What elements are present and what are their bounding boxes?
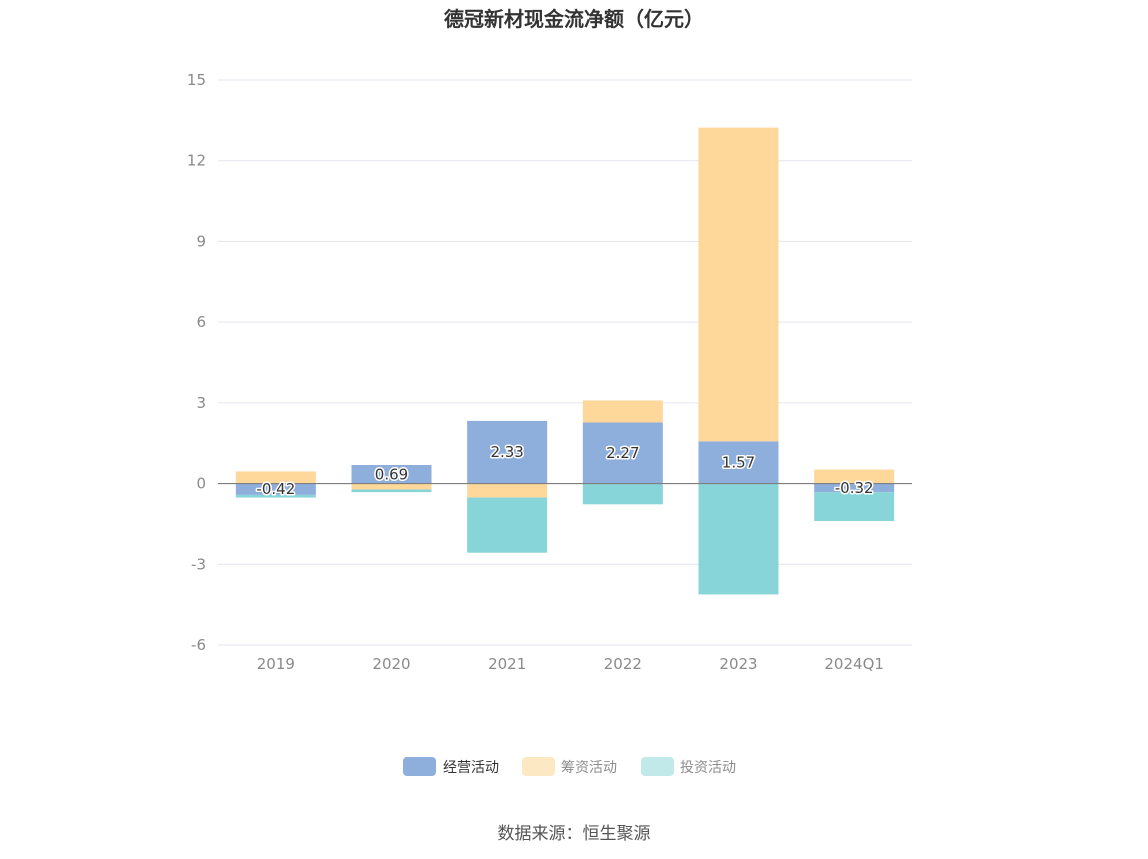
bar-series-2-2020[interactable]: [351, 489, 432, 493]
bar-series-0-2020[interactable]: [351, 465, 432, 484]
bar-series-1-2024Q1[interactable]: [814, 469, 895, 484]
bar-series-2-2019[interactable]: [235, 494, 316, 498]
bar-series-0-2021[interactable]: [467, 420, 548, 484]
x-tick-label: 2021: [488, 655, 526, 673]
bar-series-0-2023[interactable]: [698, 441, 779, 484]
bar-series-2-2023[interactable]: [698, 483, 779, 595]
bar-series-0-2022[interactable]: [582, 422, 663, 484]
data-label: 0.69: [375, 465, 408, 483]
y-tick-label: 15: [187, 71, 206, 89]
y-tick-label: 9: [196, 232, 206, 250]
bar-series-1-2022[interactable]: [582, 400, 663, 423]
data-source: 数据来源：恒生聚源: [498, 824, 651, 844]
x-tick-label: 2023: [719, 655, 757, 673]
legend[interactable]: 经营活动 筹资活动 投资活动: [403, 757, 736, 776]
bar-series-2-2022[interactable]: [582, 483, 663, 505]
legend-item-0[interactable]: 经营活动: [403, 757, 499, 776]
chart-title: 德冠新材现金流净额（亿元）: [444, 7, 704, 31]
bars: [235, 127, 895, 595]
data-label: 2.33: [490, 443, 523, 461]
x-axis: 2019 2020 2021 2022 2023 2024Q1: [257, 655, 884, 673]
legend-swatch: [641, 757, 674, 776]
bar-series-1-2021[interactable]: [467, 483, 548, 498]
y-axis: 15 12 9 6 3 0 -3 -6: [187, 71, 206, 654]
data-labels: -0.42 0.69 2.33 2.27 1.57 -0.32: [255, 442, 875, 500]
x-tick-label: 2024Q1: [824, 655, 884, 673]
x-tick-label: 2019: [257, 655, 295, 673]
y-tick-label: 6: [196, 313, 206, 331]
legend-label: 经营活动: [443, 760, 499, 776]
grid-lines: [218, 79, 912, 646]
legend-item-1[interactable]: 筹资活动: [522, 757, 617, 776]
y-tick-label: -6: [191, 636, 206, 654]
legend-label: 筹资活动: [561, 759, 617, 776]
data-label: 2.27: [606, 444, 639, 462]
legend-item-2[interactable]: 投资活动: [641, 757, 736, 776]
y-tick-label: 12: [187, 152, 206, 170]
bar-series-0-2024Q1[interactable]: [814, 483, 895, 493]
data-label: -0.42: [256, 480, 295, 498]
bar-series-2-2021[interactable]: [467, 497, 548, 553]
bar-series-1-2023[interactable]: [698, 127, 779, 442]
y-tick-label: 0: [196, 475, 206, 493]
y-tick-label: 3: [196, 394, 206, 412]
legend-swatch: [522, 757, 555, 776]
data-label: 1.57: [722, 453, 755, 471]
x-tick-label: 2022: [604, 655, 642, 673]
bar-series-1-2019[interactable]: [235, 471, 316, 484]
legend-label: 投资活动: [680, 760, 736, 776]
y-tick-label: -3: [191, 555, 206, 573]
bar-series-0-2019[interactable]: [235, 483, 316, 495]
bar-series-2-2024Q1[interactable]: [814, 492, 895, 521]
bar-series-1-2020[interactable]: [351, 483, 432, 490]
data-label: -0.32: [835, 479, 874, 497]
x-tick-label: 2020: [372, 655, 410, 673]
legend-swatch: [403, 757, 436, 776]
